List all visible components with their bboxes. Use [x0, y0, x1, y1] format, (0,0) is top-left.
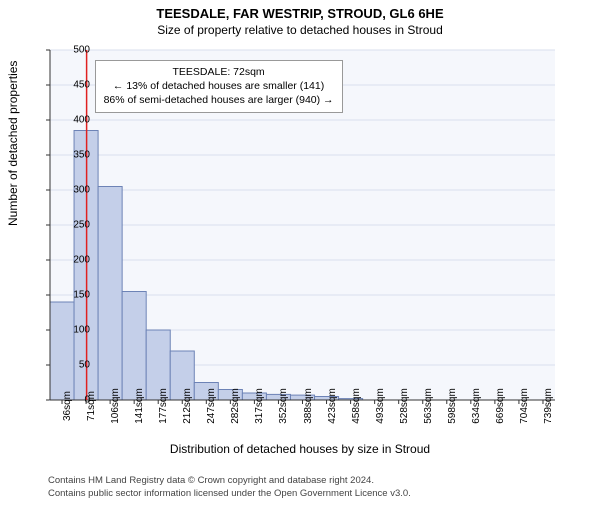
x-tick-label: 493sqm	[375, 388, 386, 424]
annotation-line-2: ← 13% of detached houses are smaller (14…	[104, 79, 334, 93]
x-tick-label: 598sqm	[447, 388, 458, 424]
x-tick-label: 212sqm	[182, 388, 193, 424]
x-tick-label: 739sqm	[543, 388, 554, 424]
x-tick-label: 106sqm	[110, 388, 121, 424]
footer-line-2: Contains public sector information licen…	[48, 488, 411, 500]
x-tick-label: 528sqm	[399, 388, 410, 424]
y-tick-label: 200	[50, 255, 90, 266]
page-title: TEESDALE, FAR WESTRIP, STROUD, GL6 6HE	[0, 6, 600, 21]
y-tick-label: 250	[50, 220, 90, 231]
x-tick-label: 36sqm	[62, 391, 73, 421]
y-tick-label: 50	[50, 360, 90, 371]
y-tick-label: 150	[50, 290, 90, 301]
x-tick-label: 634sqm	[471, 388, 482, 424]
x-tick-label: 388sqm	[303, 388, 314, 424]
x-tick-label: 141sqm	[134, 388, 145, 424]
page-subtitle: Size of property relative to detached ho…	[0, 23, 600, 37]
x-tick-label: 247sqm	[206, 388, 217, 424]
x-tick-label: 563sqm	[423, 388, 434, 424]
annotation-line-1: TEESDALE: 72sqm	[104, 65, 334, 79]
footer-attribution: Contains HM Land Registry data © Crown c…	[48, 475, 411, 500]
y-tick-label: 300	[50, 185, 90, 196]
x-tick-label: 458sqm	[351, 388, 362, 424]
x-tick-label: 423sqm	[327, 388, 338, 424]
y-tick-label: 400	[50, 115, 90, 126]
annotation-line-3: 86% of semi-detached houses are larger (…	[104, 93, 334, 107]
y-tick-label: 500	[50, 45, 90, 56]
x-tick-label: 352sqm	[278, 388, 289, 424]
y-tick-label: 350	[50, 150, 90, 161]
x-tick-label: 282sqm	[230, 388, 241, 424]
x-tick-label: 71sqm	[86, 391, 97, 421]
annotation-box: TEESDALE: 72sqm← 13% of detached houses …	[95, 60, 343, 113]
x-tick-label: 704sqm	[519, 388, 530, 424]
x-tick-label: 669sqm	[495, 388, 506, 424]
y-axis-label: Number of detached properties	[6, 61, 20, 226]
x-tick-label: 177sqm	[158, 388, 169, 424]
y-tick-label: 450	[50, 80, 90, 91]
y-tick-label: 100	[50, 325, 90, 336]
footer-line-1: Contains HM Land Registry data © Crown c…	[48, 475, 411, 487]
x-axis-label: Distribution of detached houses by size …	[0, 442, 600, 456]
x-tick-label: 317sqm	[254, 388, 265, 424]
